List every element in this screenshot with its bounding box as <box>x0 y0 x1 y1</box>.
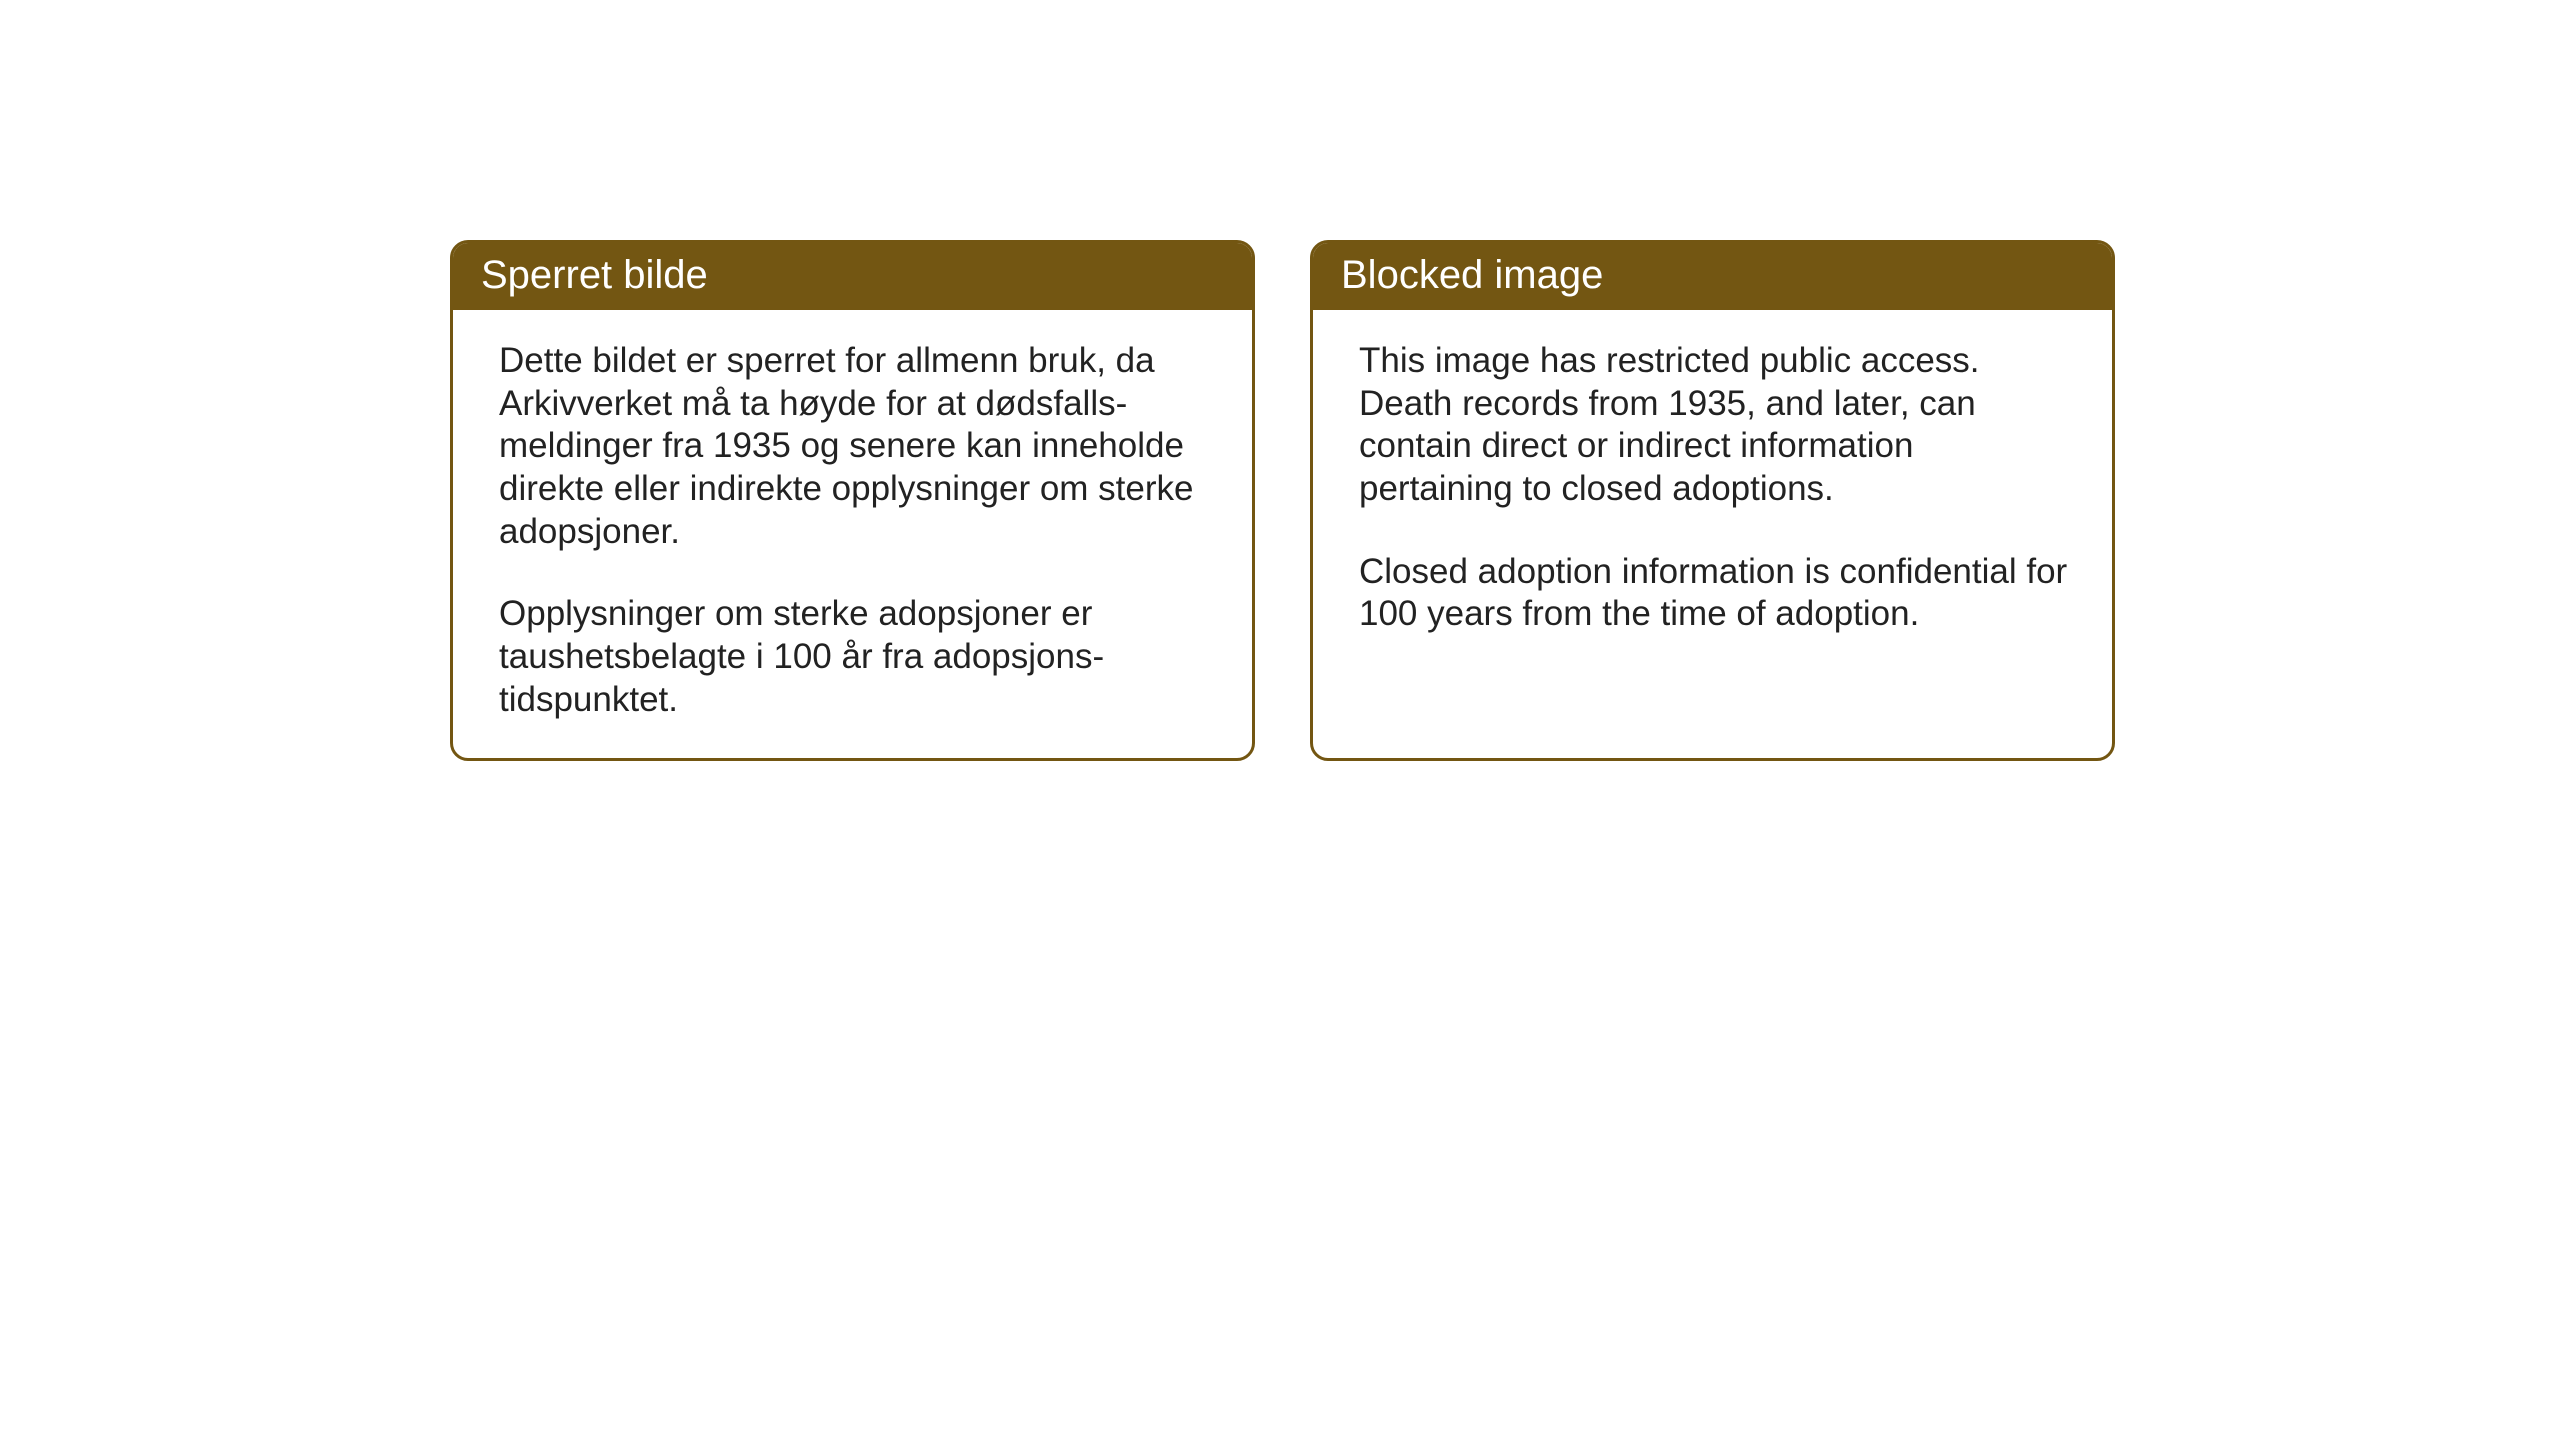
card-norwegian: Sperret bilde Dette bildet er sperret fo… <box>450 240 1255 761</box>
card-paragraph-2-english: Closed adoption information is confident… <box>1359 551 2076 636</box>
card-title-norwegian: Sperret bilde <box>481 253 708 297</box>
card-header-english: Blocked image <box>1313 243 2112 310</box>
card-header-norwegian: Sperret bilde <box>453 243 1252 310</box>
cards-container: Sperret bilde Dette bildet er sperret fo… <box>450 240 2115 761</box>
card-body-english: This image has restricted public access.… <box>1313 310 2112 736</box>
card-paragraph-2-norwegian: Opplysninger om sterke adopsjoner er tau… <box>499 593 1216 721</box>
card-title-english: Blocked image <box>1341 253 1603 297</box>
card-english: Blocked image This image has restricted … <box>1310 240 2115 761</box>
card-body-norwegian: Dette bildet er sperret for allmenn bruk… <box>453 310 1252 758</box>
card-paragraph-1-english: This image has restricted public access.… <box>1359 340 2076 511</box>
card-paragraph-1-norwegian: Dette bildet er sperret for allmenn bruk… <box>499 340 1216 553</box>
